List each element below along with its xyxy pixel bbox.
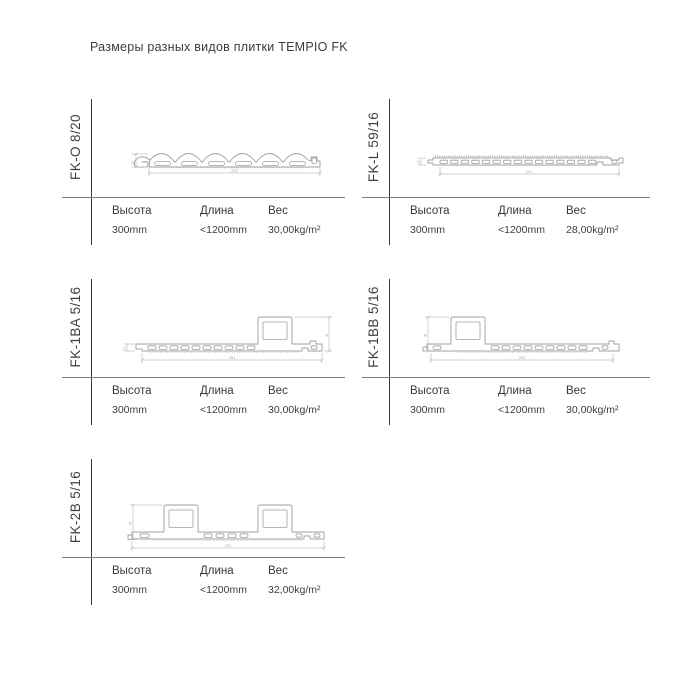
header-length: Длина xyxy=(498,205,532,217)
dim-width-label: 291 xyxy=(225,543,232,548)
value-weight: 30,00kg/m² xyxy=(268,404,321,416)
dim-width-label: 292 xyxy=(231,168,238,173)
value-height: 300mm xyxy=(112,224,148,236)
value-height: 300mm xyxy=(410,404,446,416)
header-weight: Вес xyxy=(268,565,288,577)
value-weight: 28,00kg/m² xyxy=(566,224,619,236)
section-vertical-rule xyxy=(91,99,92,245)
header-height: Высота xyxy=(112,385,152,397)
header-weight: Вес xyxy=(268,385,288,397)
spec-table-header: Высота Длина Вес xyxy=(112,385,368,397)
section-vertical-rule xyxy=(389,279,390,425)
header-height: Высота xyxy=(410,205,450,217)
header-length: Длина xyxy=(200,565,234,577)
header-height: Высота xyxy=(112,205,152,217)
section-vertical-rule xyxy=(91,279,92,425)
profile-drawing-fk-o: 292 20 xyxy=(131,152,322,176)
header-weight: Вес xyxy=(566,205,586,217)
value-height: 300mm xyxy=(410,224,446,236)
spec-table-header: Высота Длина Вес xyxy=(112,205,368,217)
section-horizontal-rule xyxy=(62,197,345,198)
value-length: <1200mm xyxy=(200,224,247,236)
header-length: Длина xyxy=(200,205,234,217)
spec-table-header: Высота Длина Вес xyxy=(410,205,666,217)
header-weight: Вес xyxy=(268,205,288,217)
value-height: 300mm xyxy=(112,584,148,596)
spec-table-values: 300mm <1200mm 30,00kg/m² xyxy=(112,404,368,416)
profile-drawing-fk-l: 291 16 xyxy=(417,155,624,177)
section-label: FK-O 8/20 xyxy=(68,114,83,180)
section-vertical-rule xyxy=(389,99,390,245)
dim-width-label: 291 xyxy=(229,355,236,360)
spec-table-values: 300mm <1200mm 30,00kg/m² xyxy=(410,404,666,416)
value-weight: 30,00kg/m² xyxy=(566,404,619,416)
dim-lip-label: 16 xyxy=(123,346,127,350)
page-title: Размеры разных видов плитки TEMPIO FK xyxy=(90,40,348,54)
value-weight: 30,00kg/m² xyxy=(268,224,321,236)
section-label: FK-2B 5/16 xyxy=(68,470,83,544)
spec-table-header: Высота Длина Вес xyxy=(410,385,666,397)
spec-table-values: 300mm <1200mm 30,00kg/m² xyxy=(112,224,368,236)
value-length: <1200mm xyxy=(200,404,247,416)
header-height: Высота xyxy=(112,565,152,577)
value-weight: 32,00kg/m² xyxy=(268,584,321,596)
header-weight: Вес xyxy=(566,385,586,397)
dim-height-label: 41 xyxy=(325,333,329,337)
section-vertical-rule xyxy=(91,459,92,605)
header-length: Длина xyxy=(200,385,234,397)
spec-table-values: 300mm <1200mm 32,00kg/m² xyxy=(112,584,368,596)
dim-width-label: 291 xyxy=(526,169,533,174)
dim-height-label: 20 xyxy=(131,161,135,165)
section-horizontal-rule xyxy=(62,557,345,558)
value-length: <1200mm xyxy=(498,224,545,236)
section-fk-l-59-16: FK-L 59/16 291 16 Высота Длина Вес 300mm… xyxy=(358,97,658,249)
header-height: Высота xyxy=(410,385,450,397)
section-label: FK-1BB 5/16 xyxy=(366,286,381,368)
section-fk-1ba-5-16: FK-1BA 5/16 41 16 291 Высота Длина Вес 3… xyxy=(60,277,360,429)
spec-table-header: Высота Длина Вес xyxy=(112,565,368,577)
section-fk-1bb-5-16: FK-1BB 5/16 41 291 Высота Длина Вес 300m… xyxy=(358,277,658,429)
dim-height-label: 41 xyxy=(129,521,133,525)
dim-width-label: 291 xyxy=(519,355,526,360)
dim-height-label: 41 xyxy=(424,333,428,337)
spec-table-values: 300mm <1200mm 28,00kg/m² xyxy=(410,224,666,236)
section-label: FK-1BA 5/16 xyxy=(68,286,83,368)
header-length: Длина xyxy=(498,385,532,397)
section-horizontal-rule xyxy=(362,377,650,378)
section-horizontal-rule xyxy=(62,377,345,378)
profile-drawing-fk-1ba: 41 16 291 xyxy=(123,315,332,363)
profile-drawing-fk-1bb: 41 291 xyxy=(422,315,620,363)
value-height: 300mm xyxy=(112,404,148,416)
section-fk-2b-5-16: FK-2B 5/16 41 291 Высота Длина Вес 300mm… xyxy=(60,457,360,609)
section-label: FK-L 59/16 xyxy=(366,111,381,183)
value-length: <1200mm xyxy=(498,404,545,416)
value-length: <1200mm xyxy=(200,584,247,596)
section-horizontal-rule xyxy=(362,197,650,198)
profile-drawing-fk-2b: 41 291 xyxy=(127,503,326,551)
section-fk-o-8-20: FK-O 8/20 292 20 Высота Длина Вес 300mm … xyxy=(60,97,360,249)
dim-height-label: 16 xyxy=(417,160,421,164)
